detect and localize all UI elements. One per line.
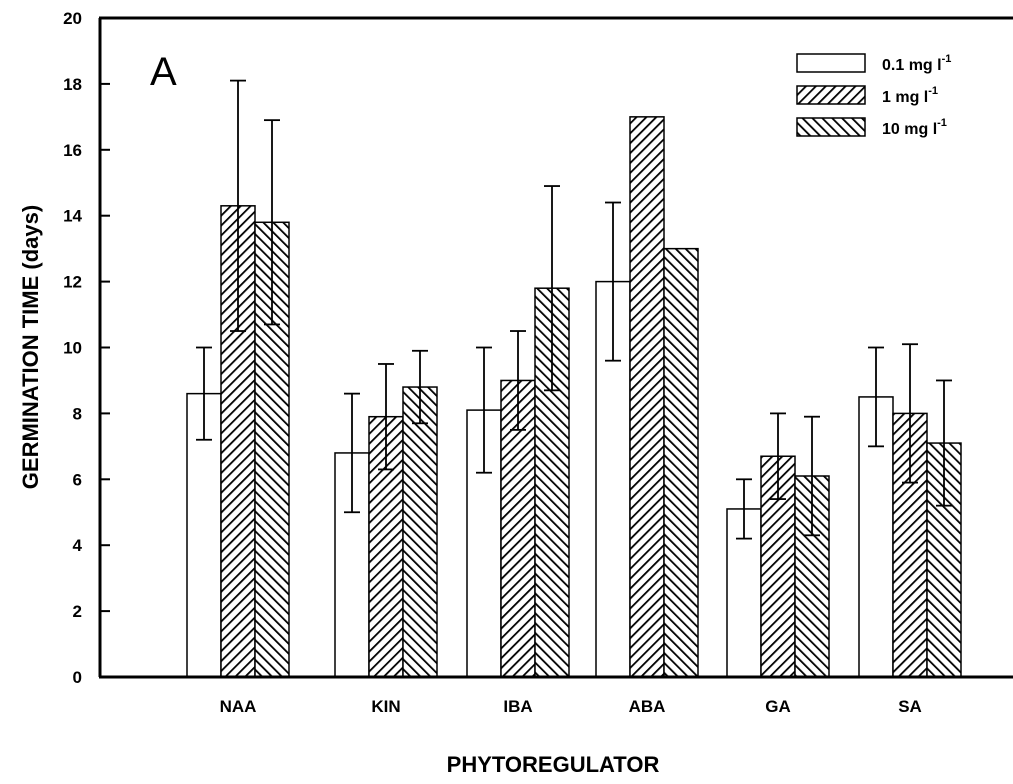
error-bar-iba-series-2 xyxy=(510,330,526,431)
x-tick-label-kin: KIN xyxy=(371,697,400,716)
error-bar-sa-series-3 xyxy=(936,379,952,507)
error-bar-ga-series-2 xyxy=(770,412,786,500)
error-bar-kin-series-1 xyxy=(344,392,360,514)
y-tick-label-20: 20 xyxy=(63,9,82,28)
x-tick-label-naa: NAA xyxy=(220,697,257,716)
x-tick-label-aba: ABA xyxy=(629,697,666,716)
y-tick-label-16: 16 xyxy=(63,141,82,160)
y-tick-label-4: 4 xyxy=(73,536,83,555)
legend-swatch-series-2 xyxy=(796,85,866,105)
bar-naa-series-1 xyxy=(186,392,222,678)
bar-aba-series-3 xyxy=(663,247,699,678)
legend-label-series-1: 0.1 mg l-1 xyxy=(882,53,951,74)
y-ticks-group: 0 2 4 6 8 10 12 14 16 18 20 xyxy=(63,9,110,687)
panel-label: A xyxy=(150,50,177,94)
x-labels-group: NAA KIN IBA ABA GA SA xyxy=(220,697,922,716)
bars-group xyxy=(186,116,962,678)
bar-aba-series-2 xyxy=(629,116,665,678)
x-tick-label-sa: SA xyxy=(898,697,922,716)
error-bar-sa-series-2 xyxy=(902,343,918,484)
legend-swatch-series-3 xyxy=(796,117,866,137)
y-axis-title: GERMINATION TIME (days) xyxy=(18,205,43,489)
error-bar-aba-series-1 xyxy=(605,201,621,362)
error-bar-sa-series-1 xyxy=(868,346,884,448)
y-tick-label-2: 2 xyxy=(73,602,82,621)
error-bar-iba-series-1 xyxy=(476,346,492,474)
error-bar-ga-series-3 xyxy=(804,415,820,537)
y-tick-label-18: 18 xyxy=(63,75,82,94)
legend-label-series-3: 10 mg l-1 xyxy=(882,117,947,138)
legend: 0.1 mg l-1 1 mg l-1 10 mg l-1 xyxy=(796,53,951,138)
y-tick-label-14: 14 xyxy=(63,207,82,226)
error-bars-group xyxy=(196,79,952,540)
error-bar-naa-series-1 xyxy=(196,346,212,441)
y-tick-label-8: 8 xyxy=(73,404,82,423)
legend-label-series-2: 1 mg l-1 xyxy=(882,85,938,106)
y-tick-label-10: 10 xyxy=(63,339,82,358)
error-bar-iba-series-3 xyxy=(544,185,560,392)
y-tick-label-12: 12 xyxy=(63,273,82,292)
y-tick-label-6: 6 xyxy=(73,470,82,489)
x-tick-label-ga: GA xyxy=(765,697,791,716)
x-tick-label-iba: IBA xyxy=(503,697,532,716)
error-bar-kin-series-3 xyxy=(412,349,428,425)
y-tick-label-0: 0 xyxy=(73,668,82,687)
error-bar-ga-series-1 xyxy=(736,478,752,540)
x-axis-title: PHYTOREGULATOR xyxy=(447,752,660,777)
error-bar-naa-series-2 xyxy=(230,79,246,332)
bar-kin-series-3 xyxy=(402,386,438,678)
error-bar-naa-series-3 xyxy=(264,119,280,326)
legend-swatch-series-1 xyxy=(796,53,866,73)
error-bar-kin-series-2 xyxy=(378,363,394,471)
